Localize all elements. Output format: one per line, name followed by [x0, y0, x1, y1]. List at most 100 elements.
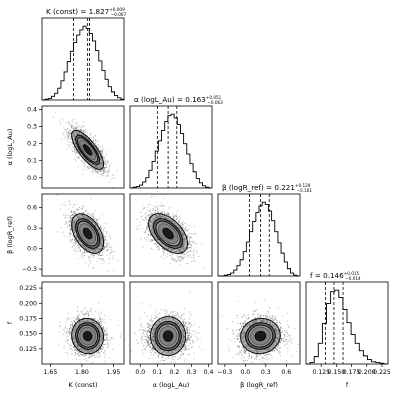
sample-point: [85, 209, 87, 211]
sample-point: [97, 222, 99, 224]
sample-point: [100, 173, 102, 175]
sample-point: [66, 319, 68, 321]
sample-point: [147, 222, 149, 224]
sample-point: [67, 317, 69, 319]
sample-point: [147, 226, 149, 228]
sample-point: [106, 250, 108, 252]
sample-point: [188, 251, 190, 253]
sample-point: [63, 330, 65, 332]
sample-point: [136, 218, 138, 220]
sample-point: [52, 116, 54, 118]
sample-point: [69, 130, 71, 132]
sample-point: [100, 254, 102, 256]
sample-point: [71, 210, 73, 212]
sample-point: [154, 212, 156, 214]
sample-point: [184, 256, 186, 258]
sample-point: [62, 133, 64, 135]
sample-point: [73, 212, 75, 214]
sample-point: [154, 209, 156, 211]
sample-point: [93, 318, 95, 320]
sample-point: [75, 241, 77, 243]
sample-point: [66, 226, 68, 228]
sample-point: [72, 359, 74, 361]
sample-point: [66, 338, 68, 340]
sample-point: [148, 230, 150, 232]
sample-point: [195, 233, 197, 235]
sample-point: [190, 250, 192, 252]
sample-point: [108, 253, 110, 255]
sample-point: [97, 352, 99, 354]
sample-point: [65, 326, 67, 328]
sample-point: [187, 242, 189, 244]
sample-point: [89, 257, 91, 259]
sample-point: [59, 121, 61, 123]
sample-point: [100, 173, 102, 175]
sample-point: [105, 354, 107, 356]
sample-point: [172, 258, 174, 260]
sample-point: [147, 215, 149, 217]
sample-point: [142, 204, 144, 206]
sample-point: [108, 171, 110, 173]
sample-point: [103, 352, 105, 354]
sample-point: [146, 226, 148, 228]
sample-point: [175, 215, 177, 217]
sample-point: [101, 155, 103, 157]
sample-point: [73, 249, 75, 251]
sample-point: [65, 213, 67, 215]
sample-point: [104, 172, 106, 174]
sample-point: [96, 171, 98, 173]
sample-point: [100, 225, 102, 227]
sample-point: [76, 352, 78, 354]
sample-point: [63, 345, 65, 347]
sample-point: [69, 187, 70, 188]
sample-point: [95, 172, 97, 174]
sample-point: [97, 173, 99, 175]
sample-point: [74, 203, 76, 205]
sample-point: [82, 253, 84, 255]
sample-point: [70, 211, 72, 213]
sample-point: [95, 169, 97, 171]
sample-point: [98, 254, 100, 256]
sample-point: [144, 232, 146, 234]
sample-point: [63, 119, 65, 121]
density-beta-vs-alpha: [136, 196, 205, 270]
sample-point: [109, 246, 111, 248]
sample-point: [78, 319, 80, 321]
sample-point: [171, 254, 173, 256]
sample-point: [73, 244, 75, 246]
sample-point: [193, 232, 195, 234]
sample-point: [162, 249, 164, 251]
sample-point: [65, 129, 67, 131]
sample-point: [91, 215, 93, 217]
sample-point: [69, 325, 71, 327]
sample-point: [72, 206, 74, 208]
sample-point: [89, 137, 91, 139]
sample-point: [92, 171, 94, 173]
sample-point: [75, 322, 77, 324]
sample-point: [77, 258, 79, 260]
sample-point: [188, 241, 190, 243]
sample-point: [100, 347, 102, 349]
sample-point: [143, 207, 145, 209]
sample-point: [103, 169, 105, 171]
sample-point: [162, 205, 163, 207]
sample-point: [171, 256, 173, 258]
sample-point: [77, 244, 79, 246]
sample-point: [74, 151, 76, 153]
contour-core: [82, 144, 93, 156]
sample-point: [68, 146, 70, 148]
sample-point: [188, 239, 190, 241]
sample-point: [74, 239, 76, 241]
sample-point: [88, 259, 90, 261]
sample-point: [112, 177, 114, 179]
sample-point: [66, 131, 68, 133]
sample-point: [96, 218, 98, 220]
sample-point: [176, 255, 178, 257]
sample-point: [71, 121, 73, 123]
sample-point: [196, 251, 198, 253]
density-f-vs-K: [58, 302, 122, 364]
sample-point: [100, 322, 102, 324]
sample-point: [108, 242, 110, 244]
sample-point: [151, 213, 153, 215]
sample-point: [88, 167, 90, 169]
